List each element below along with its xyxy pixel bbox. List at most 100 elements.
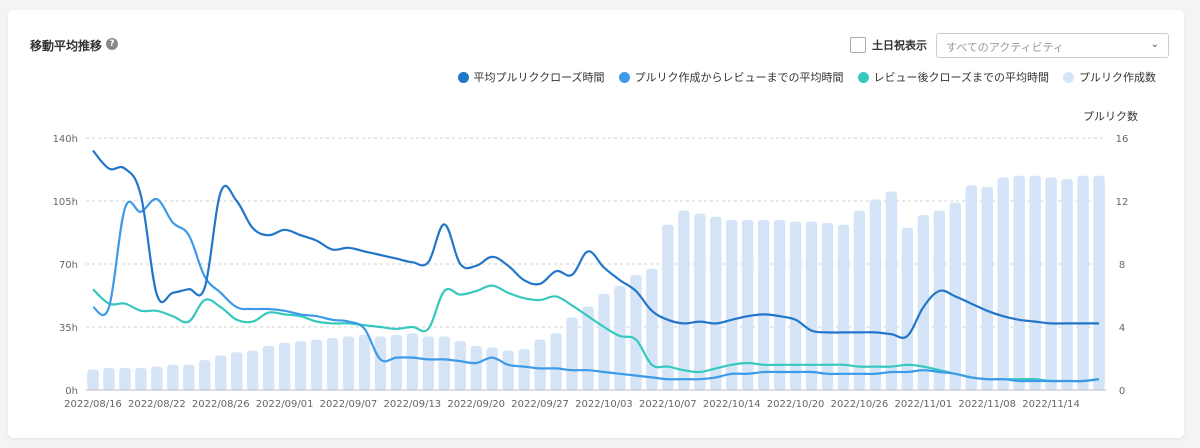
bar	[694, 213, 706, 390]
legend-label: プルリク作成からレビューまでの平均時間	[634, 71, 844, 84]
bar	[757, 219, 770, 390]
bar	[151, 366, 163, 390]
bar	[406, 333, 419, 390]
bar	[518, 349, 530, 390]
bar	[199, 360, 211, 390]
y-left-tick-label: 105h	[53, 197, 78, 208]
y-right-tick-label: 4	[1119, 323, 1125, 334]
bar	[294, 341, 307, 390]
legend-item-review-to-close[interactable]: レビュー後クローズまでの平均時間	[857, 69, 1049, 85]
y-left-tick-label: 70h	[59, 260, 78, 271]
bar	[438, 336, 451, 390]
bar	[869, 199, 882, 390]
bar	[997, 177, 1009, 390]
bar	[342, 336, 355, 390]
bar	[119, 367, 131, 390]
bar	[598, 293, 610, 390]
bar	[630, 275, 642, 390]
bar	[1045, 177, 1057, 390]
y-left-tick-label: 140h	[53, 134, 78, 145]
bar	[534, 339, 546, 390]
bar	[965, 185, 978, 390]
legend-item-to-review[interactable]: プルリク作成からレビューまでの平均時間	[618, 69, 844, 85]
bar	[1093, 175, 1105, 390]
bar	[183, 364, 195, 390]
series-line-0	[92, 149, 1099, 339]
x-tick-label: 2022/10/07	[639, 399, 697, 410]
bar	[789, 221, 802, 390]
bar	[805, 221, 818, 390]
bar	[246, 350, 259, 390]
x-tick-label: 2022/10/26	[831, 399, 889, 410]
bar	[614, 286, 626, 390]
bar	[454, 341, 467, 390]
x-tick-label: 2022/11/01	[895, 399, 953, 410]
bar	[1013, 175, 1025, 390]
bar	[486, 347, 498, 390]
legend-swatch	[618, 71, 630, 83]
x-tick-label: 2022/11/14	[1022, 399, 1080, 410]
y-right-tick-label: 8	[1119, 260, 1125, 271]
legend-item-avg-close[interactable]: 平均プルリククローズ時間	[457, 69, 605, 85]
bar	[821, 223, 834, 390]
bar	[278, 342, 291, 390]
bar	[853, 210, 866, 390]
bar	[358, 334, 371, 390]
bar	[390, 334, 403, 390]
bar	[214, 355, 227, 390]
bar	[678, 210, 690, 390]
bar	[470, 345, 482, 390]
bar	[933, 210, 946, 390]
bar	[837, 224, 850, 390]
bar	[741, 219, 754, 390]
holiday-checkbox-label[interactable]: 土日祝表示	[872, 39, 927, 52]
legend-swatch	[1063, 71, 1074, 83]
bar	[374, 336, 387, 390]
bar	[502, 350, 514, 390]
legend-item-pr-count[interactable]: プルリク作成数	[1063, 69, 1156, 85]
bar	[326, 338, 339, 390]
y-right-tick-label: 16	[1116, 134, 1129, 145]
series-line-1	[92, 198, 1100, 383]
bar	[310, 339, 323, 390]
bar	[262, 345, 275, 390]
chart-title: 移動平均推移	[30, 39, 103, 53]
y-right-tick-label: 12	[1116, 197, 1129, 208]
x-tick-label: 2022/09/01	[256, 399, 314, 410]
activity-select[interactable]: すべてのアクティビティ ⌄	[936, 33, 1169, 58]
x-tick-label: 2022/08/22	[128, 399, 186, 410]
bar	[87, 369, 99, 390]
bar	[103, 367, 115, 390]
y-right-tick-label: 0	[1119, 386, 1125, 397]
bar	[917, 215, 930, 390]
bar	[1029, 175, 1041, 390]
bar	[773, 219, 786, 390]
x-tick-label: 2022/10/14	[703, 399, 761, 410]
legend-label: プルリク作成数	[1079, 71, 1156, 84]
x-tick-label: 2022/09/07	[320, 399, 378, 410]
x-tick-label: 2022/09/13	[384, 399, 442, 410]
bar	[167, 364, 179, 390]
x-tick-label: 2022/10/20	[767, 399, 825, 410]
bar	[646, 268, 658, 390]
bar	[885, 191, 898, 390]
bar	[422, 336, 435, 390]
bar	[981, 186, 993, 390]
bar	[901, 227, 914, 390]
legend-swatch	[857, 71, 869, 83]
bar	[135, 367, 147, 390]
x-tick-label: 2022/08/26	[192, 399, 250, 410]
y-left-tick-label: 0h	[65, 386, 78, 397]
chevron-down-icon: ⌄	[1150, 39, 1159, 50]
legend-label: レビュー後クローズまでの平均時間	[873, 71, 1049, 84]
bar	[725, 219, 738, 390]
bar	[230, 352, 243, 390]
holiday-toggle[interactable]: 土日祝表示	[850, 37, 927, 53]
y-right-axis-title: プルリク数	[1083, 110, 1138, 123]
series-line-2	[92, 284, 1100, 383]
question-circle-icon[interactable]: ?	[106, 38, 118, 50]
bar	[662, 224, 674, 390]
activity-select-value: すべてのアクティビティ	[946, 41, 1064, 54]
holiday-checkbox[interactable]	[850, 37, 866, 53]
